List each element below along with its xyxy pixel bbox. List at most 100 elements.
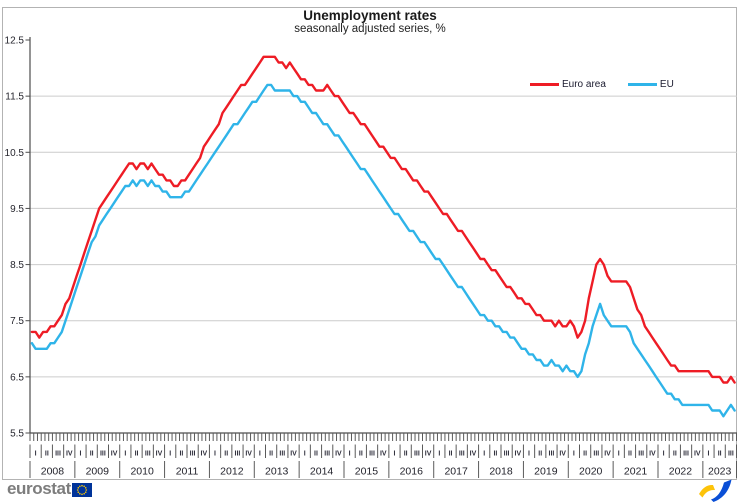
svg-text:5.5: 5.5: [10, 429, 24, 440]
svg-text:I: I: [349, 451, 351, 458]
svg-text:IV: IV: [201, 451, 208, 458]
svg-text:2009: 2009: [86, 466, 110, 478]
svg-text:IV: IV: [470, 451, 477, 458]
eu-flag-icon: [71, 483, 92, 497]
svg-text:IV: IV: [515, 451, 522, 458]
svg-text:I: I: [214, 451, 216, 458]
svg-text:IV: IV: [425, 451, 432, 458]
svg-text:II: II: [673, 451, 677, 458]
svg-text:2008: 2008: [41, 466, 65, 478]
svg-text:II: II: [449, 451, 453, 458]
svg-text:III: III: [549, 451, 555, 458]
svg-text:III: III: [728, 451, 734, 458]
svg-text:III: III: [683, 451, 689, 458]
svg-text:II: II: [628, 451, 632, 458]
svg-text:2021: 2021: [624, 466, 648, 478]
svg-text:II: II: [404, 451, 408, 458]
svg-text:9.5: 9.5: [10, 204, 24, 215]
svg-text:I: I: [35, 451, 37, 458]
svg-text:III: III: [369, 451, 375, 458]
svg-text:10.5: 10.5: [5, 148, 25, 159]
svg-text:2010: 2010: [130, 466, 154, 478]
svg-text:II: II: [493, 451, 497, 458]
svg-text:II: II: [45, 451, 49, 458]
svg-text:2013: 2013: [265, 466, 289, 478]
svg-text:II: II: [269, 451, 273, 458]
svg-text:2014: 2014: [310, 466, 334, 478]
svg-text:I: I: [483, 451, 485, 458]
svg-text:III: III: [638, 451, 644, 458]
svg-text:I: I: [304, 451, 306, 458]
svg-text:I: I: [259, 451, 261, 458]
svg-text:2022: 2022: [669, 466, 693, 478]
legend: Euro area EU: [530, 79, 674, 90]
svg-text:III: III: [593, 451, 599, 458]
chart-subtitle: seasonally adjusted series, %: [294, 23, 446, 35]
svg-text:III: III: [190, 451, 196, 458]
svg-text:III: III: [55, 451, 61, 458]
svg-text:III: III: [324, 451, 330, 458]
legend-label-euro-area: Euro area: [562, 79, 606, 90]
svg-text:IV: IV: [335, 451, 342, 458]
svg-text:2019: 2019: [534, 466, 558, 478]
eurostat-wordmark: eurostat: [7, 479, 71, 498]
svg-text:I: I: [663, 451, 665, 458]
euro-area-line-swatch: [530, 83, 559, 86]
svg-text:I: I: [573, 451, 575, 458]
svg-text:I: I: [528, 451, 530, 458]
eurostat-logo: eurostat: [7, 479, 92, 499]
svg-text:I: I: [169, 451, 171, 458]
svg-text:IV: IV: [245, 451, 252, 458]
svg-text:I: I: [124, 451, 126, 458]
svg-text:III: III: [279, 451, 285, 458]
svg-text:III: III: [235, 451, 241, 458]
chart-title: Unemployment rates: [303, 8, 437, 23]
svg-text:II: II: [179, 451, 183, 458]
svg-text:II: II: [583, 451, 587, 458]
svg-text:III: III: [414, 451, 420, 458]
svg-text:2012: 2012: [220, 466, 244, 478]
legend-item-euro-area: Euro area: [530, 79, 606, 90]
svg-text:II: II: [224, 451, 228, 458]
svg-text:11.5: 11.5: [5, 92, 24, 103]
legend-item-eu: EU: [627, 79, 674, 90]
svg-text:IV: IV: [290, 451, 297, 458]
svg-text:7.5: 7.5: [10, 316, 24, 327]
svg-text:IV: IV: [111, 451, 118, 458]
svg-text:2016: 2016: [400, 466, 424, 478]
svg-text:III: III: [145, 451, 151, 458]
svg-text:I: I: [393, 451, 395, 458]
svg-text:I: I: [438, 451, 440, 458]
svg-text:IV: IV: [380, 451, 387, 458]
svg-text:I: I: [707, 451, 709, 458]
svg-text:II: II: [90, 451, 94, 458]
svg-text:II: II: [538, 451, 542, 458]
eu-line-swatch: [627, 83, 657, 86]
svg-text:2017: 2017: [444, 466, 468, 478]
svg-text:I: I: [618, 451, 620, 458]
svg-text:2015: 2015: [355, 466, 379, 478]
svg-text:III: III: [504, 451, 510, 458]
svg-text:IV: IV: [649, 451, 656, 458]
svg-text:II: II: [314, 451, 318, 458]
svg-text:2018: 2018: [489, 466, 513, 478]
svg-text:IV: IV: [559, 451, 566, 458]
svg-text:IV: IV: [604, 451, 611, 458]
legend-label-eu: EU: [659, 79, 674, 90]
chart-frame-border: [2, 7, 737, 480]
svg-text:I: I: [79, 451, 81, 458]
svg-text:IV: IV: [694, 451, 701, 458]
svg-text:2023: 2023: [708, 466, 732, 478]
svg-text:III: III: [459, 451, 465, 458]
svg-text:IV: IV: [66, 451, 73, 458]
svg-text:II: II: [718, 451, 722, 458]
swoosh-logo-icon: [699, 479, 732, 502]
svg-text:III: III: [100, 451, 106, 458]
svg-text:2011: 2011: [176, 466, 199, 478]
svg-text:II: II: [359, 451, 363, 458]
svg-text:IV: IV: [156, 451, 163, 458]
svg-text:II: II: [135, 451, 139, 458]
svg-text:12.5: 12.5: [5, 36, 25, 47]
